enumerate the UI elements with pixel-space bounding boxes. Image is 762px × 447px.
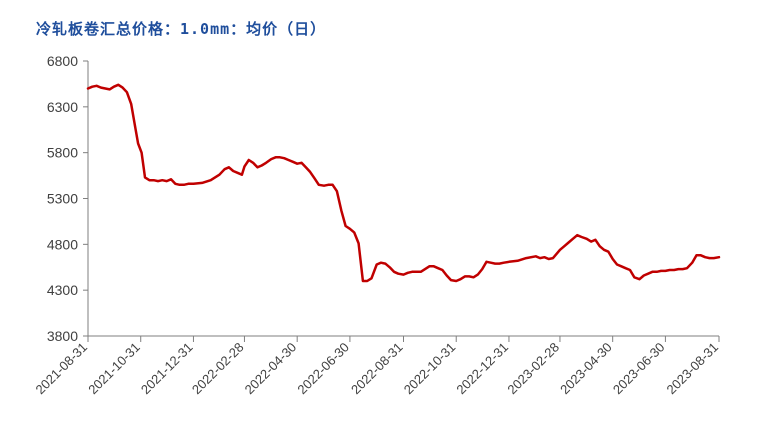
x-tick-label: 2022-06-30 (294, 340, 352, 398)
x-tick-label: 2021-08-31 (32, 340, 90, 398)
y-axis: 3800 4300 4800 5300 5800 6300 6800 (47, 53, 89, 344)
x-tick-label: 2022-10-31 (401, 340, 459, 398)
series-line (86, 83, 721, 283)
y-tick-label: 4800 (47, 236, 78, 252)
x-tick-label: 2021-10-31 (85, 340, 143, 398)
y-tick-label: 4300 (47, 282, 78, 298)
x-tick-label: 2022-08-31 (348, 340, 406, 398)
x-tick-label: 2023-02-28 (504, 340, 562, 398)
x-tick-label: 2022-04-30 (242, 340, 300, 398)
y-tick-label: 6800 (47, 53, 78, 69)
x-tick-label: 2023-04-30 (557, 340, 615, 398)
y-tick-label: 5300 (47, 191, 78, 207)
chart-title: 冷轧板卷汇总价格：1.0mm：均价（日） (36, 20, 327, 38)
y-tick-label: 3800 (47, 328, 78, 344)
x-tick-label: 2021-12-31 (138, 340, 196, 398)
x-tick-label: 2023-06-30 (610, 340, 668, 398)
x-tick-label: 2022-02-28 (189, 340, 247, 398)
x-tick-label: 2022-12-31 (453, 340, 511, 398)
x-tick-label: 2023-08-31 (663, 340, 721, 398)
y-tick-label: 6300 (47, 99, 78, 115)
series-group (86, 83, 721, 283)
y-tick-label: 5800 (47, 145, 78, 161)
x-axis: 2021-08-312021-10-312021-12-312022-02-28… (32, 335, 721, 398)
